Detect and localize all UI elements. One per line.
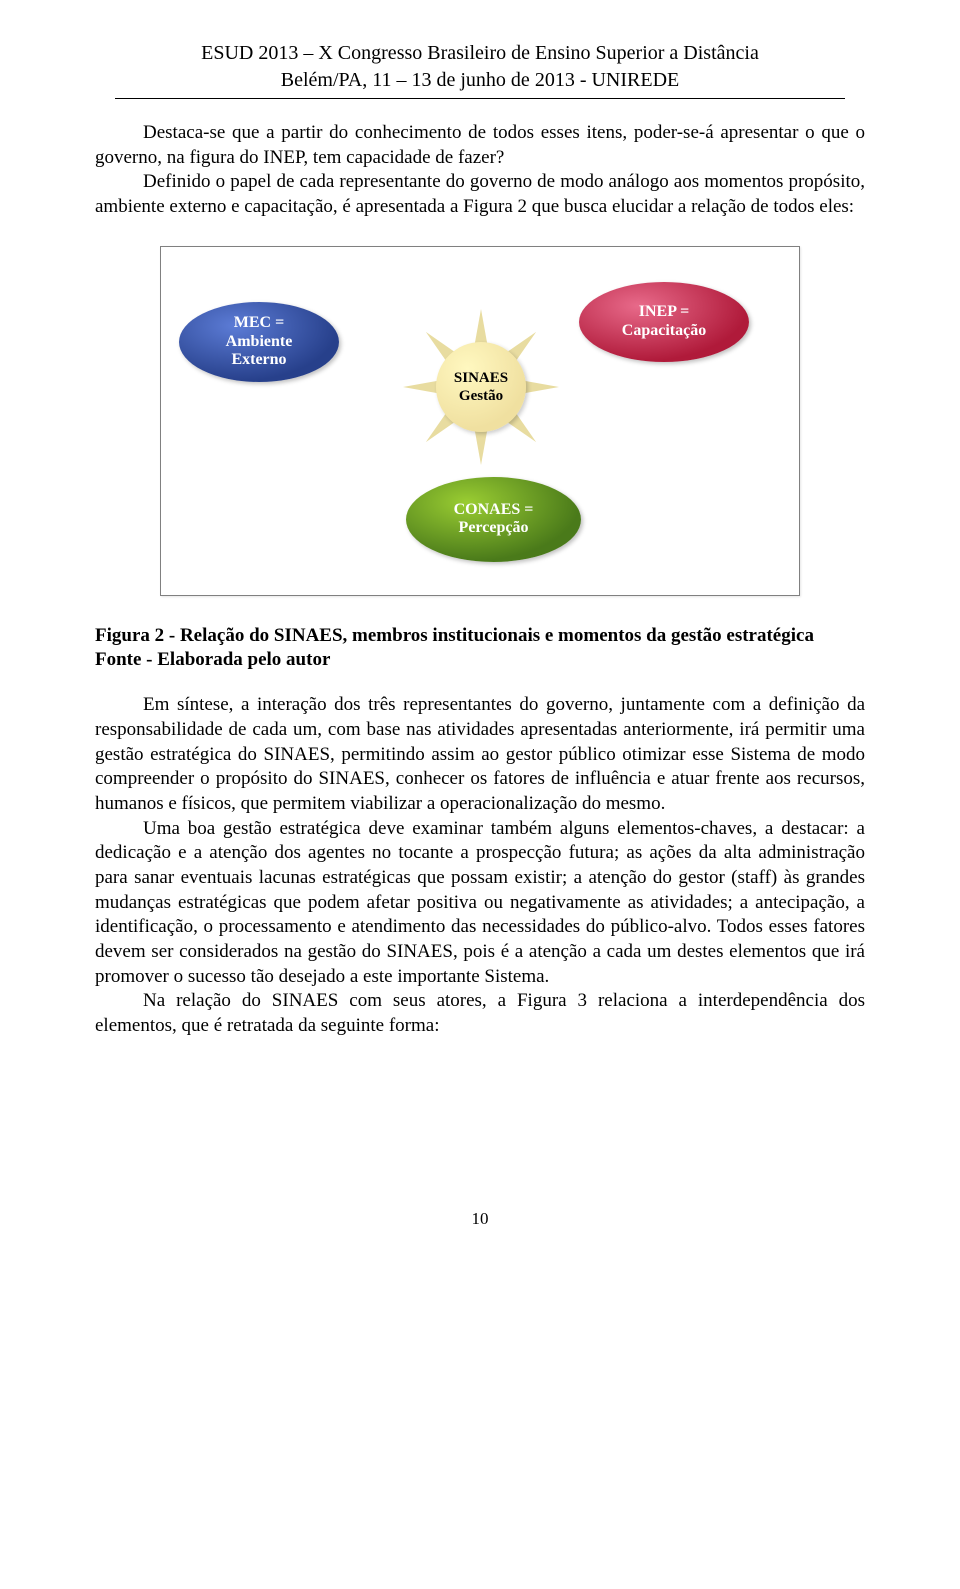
node-conaes: CONAES = Percepção	[406, 477, 581, 562]
header-line1: ESUD 2013 – X Congresso Brasileiro de En…	[95, 40, 865, 67]
page-header: ESUD 2013 – X Congresso Brasileiro de En…	[95, 40, 865, 94]
caption-line2: Fonte - Elaborada pelo autor	[95, 649, 330, 670]
center-line1: SINAES	[454, 370, 508, 386]
star-label: SINAES Gestão	[454, 369, 508, 405]
mec-line3: Externo	[231, 351, 286, 368]
paragraph-1-text: Destaca-se que a partir do conhecimento …	[95, 122, 865, 168]
paragraph-3: Em síntese, a interação dos três represe…	[95, 693, 865, 816]
mec-line1: MEC =	[234, 314, 284, 331]
paragraph-5: Na relação do SINAES com seus atores, a …	[95, 989, 865, 1038]
figure-2-caption: Figura 2 - Relação do SINAES, membros in…	[95, 624, 865, 673]
conaes-line1: CONAES =	[454, 501, 534, 518]
header-underline	[115, 98, 845, 99]
header-line2: Belém/PA, 11 – 13 de junho de 2013 - UNI…	[95, 67, 865, 94]
paragraph-3-text: Em síntese, a interação dos três represe…	[95, 694, 865, 814]
paragraph-2: Definido o papel de cada representante d…	[95, 170, 865, 219]
caption-line1: Figura 2 - Relação do SINAES, membros in…	[95, 625, 814, 646]
conaes-line2: Percepção	[459, 519, 529, 536]
node-inep: INEP = Capacitação	[579, 282, 749, 362]
mec-line2: Ambiente	[226, 333, 293, 350]
figure-2-diagram: SINAES Gestão MEC = Ambiente Externo INE…	[160, 246, 800, 596]
paragraph-1: Destaca-se que a partir do conhecimento …	[95, 121, 865, 170]
inep-line2: Capacitação	[622, 322, 706, 339]
node-mec: MEC = Ambiente Externo	[179, 302, 339, 382]
center-line2: Gestão	[459, 388, 503, 404]
paragraph-4: Uma boa gestão estratégica deve examinar…	[95, 817, 865, 990]
page-number: 10	[95, 1209, 865, 1229]
paragraph-2-text: Definido o papel de cada representante d…	[95, 171, 865, 217]
sinaes-star: SINAES Gestão	[401, 307, 561, 467]
inep-line1: INEP =	[639, 303, 689, 320]
paragraph-5-text: Na relação do SINAES com seus atores, a …	[95, 990, 865, 1036]
paragraph-4-text: Uma boa gestão estratégica deve examinar…	[95, 818, 865, 987]
